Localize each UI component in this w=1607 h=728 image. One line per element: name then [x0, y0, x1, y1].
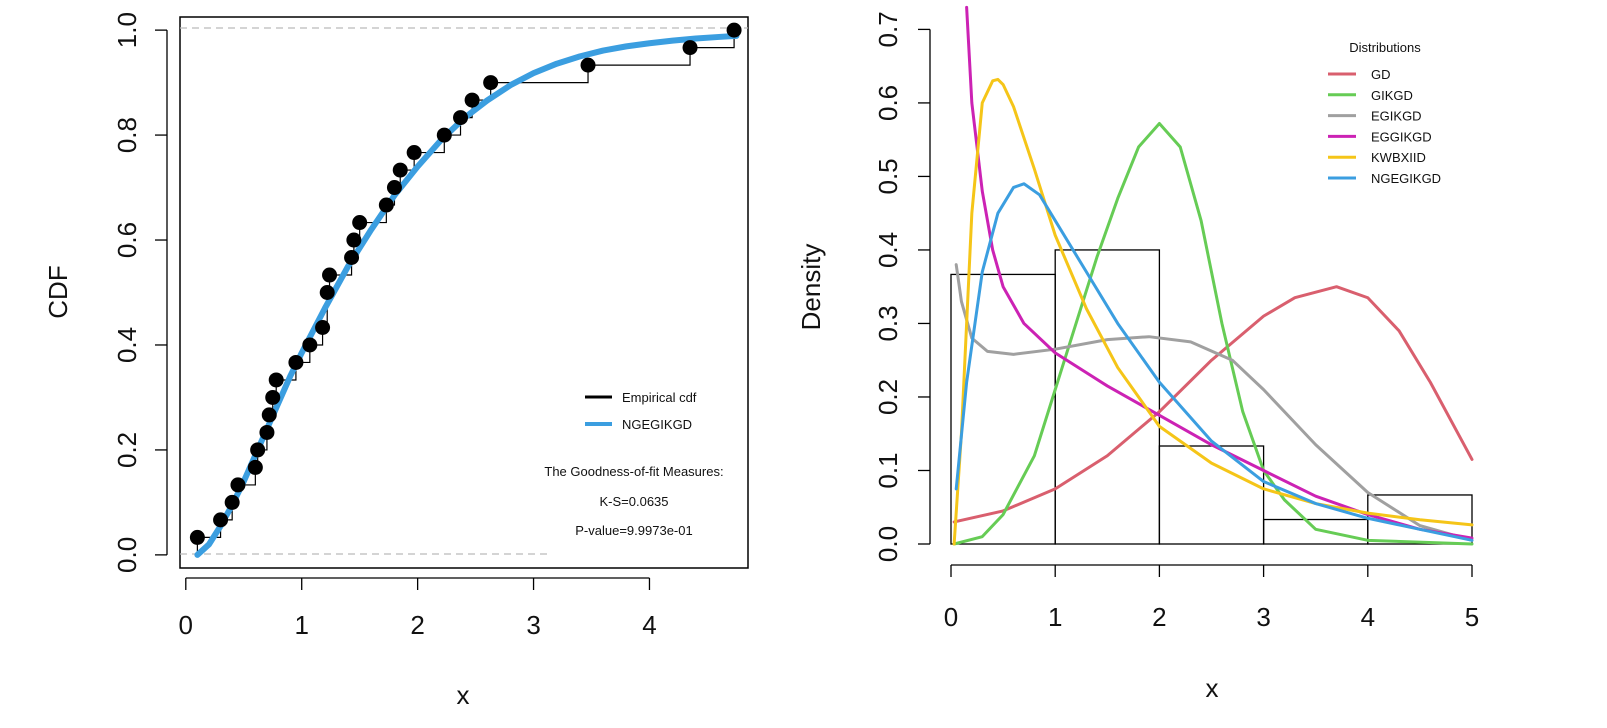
- density-y-tick-label: 0.6: [873, 85, 903, 121]
- empirical-cdf-point: [386, 180, 402, 196]
- density-x-tick-label: 5: [1465, 602, 1479, 632]
- density-y-axis: 0.0 0.1 0.2 0.3 0.4 0.5 0.6 0.7: [873, 11, 931, 562]
- density-x-axis-title: x: [1206, 673, 1219, 703]
- empirical-cdf-points: [189, 22, 742, 545]
- legend-label-kwbxiid: KWBXIID: [1371, 150, 1426, 165]
- legend-label-egikgd: EGIKGD: [1371, 109, 1422, 124]
- density-legend-title: Distributions: [1349, 40, 1421, 55]
- legend-label-gikgd: GIKGD: [1371, 88, 1413, 103]
- density-curve-ngegikgd: [954, 182, 1474, 542]
- cdf-x-tick-label: 2: [410, 610, 424, 640]
- density-y-tick-label: 0.3: [873, 305, 903, 341]
- empirical-cdf-point: [453, 110, 469, 126]
- cdf-y-tick-label: 0.2: [112, 432, 142, 468]
- empirical-cdf-point: [352, 215, 368, 231]
- empirical-cdf-point: [344, 249, 360, 265]
- histogram-bar: [1158, 445, 1265, 545]
- empirical-cdf-point: [436, 127, 452, 143]
- empirical-cdf-point: [259, 424, 275, 440]
- empirical-cdf-point: [464, 92, 480, 108]
- cdf-y-tick-label: 0.4: [112, 327, 142, 363]
- density-x-tick-label: 2: [1152, 602, 1166, 632]
- empirical-cdf-point: [230, 477, 246, 493]
- empirical-cdf-point: [213, 512, 229, 528]
- cdf-y-axis: 0.0 0.2 0.4 0.6 0.8 1.0: [112, 12, 168, 573]
- empirical-cdf-point: [268, 372, 284, 388]
- density-y-tick-label: 0.4: [873, 232, 903, 268]
- gof-ks-statistic: K-S=0.0635: [599, 494, 668, 509]
- histogram-bar: [1262, 518, 1369, 545]
- cdf-y-tick-label: 1.0: [112, 12, 142, 48]
- density-curve-kwbxiid: [952, 77, 1474, 546]
- density-x-tick-label: 0: [944, 602, 958, 632]
- density-y-tick-label: 0.5: [873, 158, 903, 194]
- gof-title: The Goodness-of-fit Measures:: [544, 464, 723, 479]
- empirical-cdf-point: [189, 529, 205, 545]
- cdf-y-tick-label: 0.6: [112, 222, 142, 258]
- cdf-y-axis-title: CDF: [43, 265, 73, 318]
- cdf-panel: 0 1 2 3 4 0.0 0.2 0.4 0.6 0.8 1.0 x CDF Empirical…: [43, 12, 749, 710]
- density-x-tick-label: 4: [1361, 602, 1375, 632]
- density-x-tick-label: 1: [1048, 602, 1062, 632]
- empirical-cdf-point: [250, 442, 266, 458]
- density-y-tick-label: 0.7: [873, 11, 903, 47]
- histogram-bar: [1054, 249, 1161, 545]
- density-y-tick-label: 0.1: [873, 452, 903, 488]
- empirical-cdf-point: [346, 232, 362, 248]
- empirical-cdf-point: [378, 197, 394, 213]
- density-legend-items: GD GIKGD EGIKGD EGGIKGD KWBXIID NGEGIKGD: [1328, 67, 1441, 186]
- cdf-x-tick-label: 0: [179, 610, 193, 640]
- empirical-cdf-point: [483, 75, 499, 91]
- cdf-y-tick-label: 0.0: [112, 537, 142, 573]
- density-x-tick-label: 3: [1256, 602, 1270, 632]
- empirical-cdf-point: [322, 267, 338, 283]
- legend-label-gd: GD: [1371, 67, 1391, 82]
- cdf-x-tick-label: 3: [526, 610, 540, 640]
- density-curves: [952, 5, 1474, 546]
- density-legend: Distributions GD GIKGD EGIKGD EGGIKGD KWBXII…: [1328, 40, 1441, 186]
- cdf-x-axis: 0 1 2 3 4: [179, 577, 657, 640]
- empirical-cdf-point: [224, 494, 240, 510]
- empirical-cdf-point: [580, 57, 596, 73]
- empirical-cdf-point: [261, 407, 277, 423]
- cdf-plot-frame: [179, 16, 749, 569]
- empirical-cdf-point: [302, 337, 318, 353]
- empirical-cdf-point: [392, 162, 408, 178]
- empirical-cdf-point: [265, 389, 281, 405]
- density-y-tick-label: 0.0: [873, 526, 903, 562]
- legend-label-eggikgd: EGGIKGD: [1371, 129, 1432, 144]
- density-curve-egikgd: [954, 263, 1474, 542]
- density-histogram: [950, 249, 1473, 545]
- empirical-cdf-point: [288, 354, 304, 370]
- empirical-cdf-point: [406, 145, 422, 161]
- density-panel: 0 1 2 3 4 5 0.0 0.1 0.2 0.3 0.4 0.5 0.6 0.7 x Densit…: [796, 5, 1479, 703]
- empirical-cdf-point: [315, 320, 331, 336]
- empirical-cdf-point: [726, 22, 742, 38]
- cdf-x-tick-label: 4: [642, 610, 656, 640]
- density-y-axis-title: Density: [796, 244, 826, 331]
- empirical-cdf-point: [247, 459, 263, 475]
- empirical-cdf-point: [682, 40, 698, 56]
- legend-label-ngegikgd: NGEGIKGD: [1371, 171, 1441, 186]
- density-curve-gd: [952, 285, 1474, 524]
- empirical-cdf-point: [319, 285, 335, 300]
- density-curve-gikgd: [952, 122, 1474, 546]
- cdf-x-axis-title: x: [457, 680, 470, 710]
- legend-label-empirical: Empirical cdf: [622, 390, 697, 405]
- cdf-legend: Empirical cdf NGEGIKGD: [585, 390, 697, 432]
- cdf-y-tick-label: 0.8: [112, 117, 142, 153]
- cdf-x-tick-label: 1: [294, 610, 308, 640]
- legend-label-ngegikgd: NGEGIKGD: [622, 417, 692, 432]
- gof-p-value: P-value=9.9973e-01: [575, 523, 692, 538]
- density-y-tick-label: 0.2: [873, 379, 903, 415]
- density-x-axis: 0 1 2 3 4 5: [944, 564, 1479, 632]
